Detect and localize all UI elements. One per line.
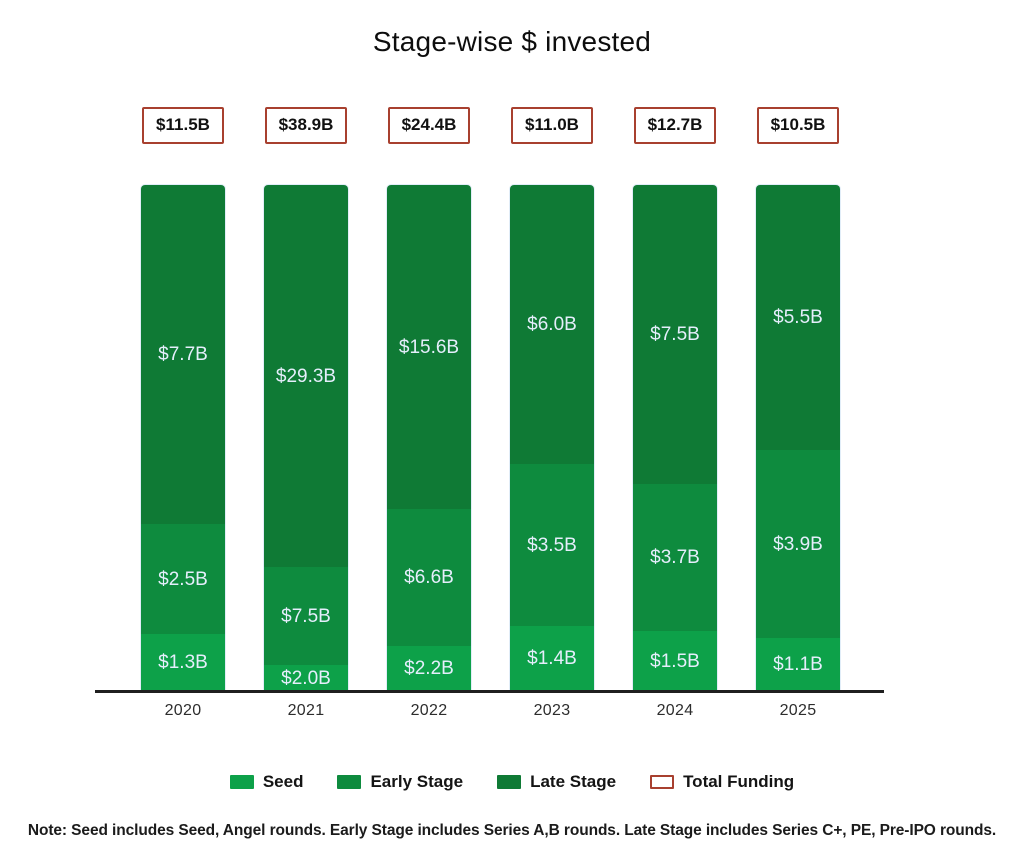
total-funding-badge-2020: $11.5B	[142, 107, 224, 144]
bar-segment-value-label: $1.3B	[158, 652, 208, 673]
legend-swatch-early_stage-icon	[337, 775, 362, 789]
bar-segment-seed-2023: $1.4B	[510, 626, 594, 691]
bar-segment-late_stage-2020: $7.7B	[141, 185, 225, 524]
chart-note: Note: Seed includes Seed, Angel rounds. …	[27, 822, 997, 839]
x-axis-label-2022: 2022	[410, 702, 448, 719]
bar-segment-early_stage-2020: $2.5B	[141, 524, 225, 634]
legend-label-total_funding: Total Funding	[683, 772, 795, 791]
bars-area: $7.7B $2.5B $1.3B $29.3B $7.5B $2.0B $15.6B $6.…	[0, 185, 1024, 691]
total-funding-slot-2022: $24.4B	[387, 107, 471, 144]
bar-segment-value-label: $7.5B	[281, 605, 331, 627]
bar-segment-value-label: $2.5B	[158, 568, 208, 590]
total-funding-row: $11.5B $38.9B $24.4B $11.0B $12.7B $10.5B	[0, 107, 1024, 147]
bar-column-2022: $15.6B $6.6B $2.2B	[387, 185, 471, 691]
bar-segment-late_stage-2022: $15.6B	[387, 185, 471, 509]
total-funding-slot-2025: $10.5B	[756, 107, 840, 144]
total-funding-slot-2023: $11.0B	[510, 107, 594, 144]
total-funding-slot-2024: $12.7B	[633, 107, 717, 144]
legend-label-seed: Seed	[262, 772, 304, 791]
bar-segment-value-label: $1.4B	[527, 648, 577, 669]
bar-segment-value-label: $3.5B	[527, 534, 577, 556]
bar-segment-late_stage-2025: $5.5B	[756, 185, 840, 450]
bar-segment-early_stage-2022: $6.6B	[387, 509, 471, 646]
x-axis-label-2021: 2021	[287, 702, 325, 719]
bar-segment-early_stage-2021: $7.5B	[264, 567, 348, 665]
bar-segment-seed-2024: $1.5B	[633, 631, 717, 691]
total-funding-badge-2025: $10.5B	[756, 107, 840, 144]
chart-title: Stage-wise $ invested	[372, 26, 652, 57]
bar-segment-seed-2022: $2.2B	[387, 646, 471, 691]
bar-segment-value-label: $5.5B	[773, 307, 823, 328]
total-funding-slot-2020: $11.5B	[141, 107, 225, 144]
bar-segment-value-label: $3.9B	[773, 533, 823, 555]
legend-label-late_stage: Late Stage	[530, 772, 617, 791]
legend-label-early_stage: Early Stage	[370, 772, 464, 791]
legend-swatch-seed-icon	[229, 775, 254, 789]
legend-swatch-total_funding-icon	[650, 775, 675, 789]
bar-segment-seed-2020: $1.3B	[141, 634, 225, 691]
bar-segment-seed-2021: $2.0B	[264, 665, 348, 691]
bar-segment-early_stage-2024: $3.7B	[633, 484, 717, 631]
x-axis-labels: 2020 2021 2022 2023 2024 2025	[0, 702, 1024, 726]
bar-segment-early_stage-2025: $3.9B	[756, 450, 840, 638]
bar-segment-early_stage-2023: $3.5B	[510, 464, 594, 626]
bar-column-2025: $5.5B $3.9B $1.1B	[756, 185, 840, 691]
bar-segment-late_stage-2023: $6.0B	[510, 185, 594, 464]
bar-segment-value-label: $15.6B	[398, 336, 460, 358]
bar-segment-value-label: $2.2B	[404, 658, 454, 679]
bar-segment-value-label: $7.7B	[158, 344, 208, 365]
bar-segment-value-label: $6.6B	[404, 567, 454, 588]
total-funding-badge-2023: $11.0B	[511, 107, 593, 144]
bar-segment-late_stage-2021: $29.3B	[264, 185, 348, 567]
bar-column-2021: $29.3B $7.5B $2.0B	[264, 185, 348, 691]
bar-segment-value-label: $29.3B	[275, 365, 337, 387]
x-axis-label-2020: 2020	[164, 702, 202, 719]
x-axis-line	[95, 690, 884, 693]
bar-segment-late_stage-2024: $7.5B	[633, 185, 717, 484]
bar-column-2023: $6.0B $3.5B $1.4B	[510, 185, 594, 691]
bar-segment-value-label: $1.5B	[650, 650, 700, 672]
bar-column-2020: $7.7B $2.5B $1.3B	[141, 185, 225, 691]
bar-segment-value-label: $7.5B	[650, 324, 700, 345]
bar-segment-value-label: $6.0B	[527, 314, 577, 335]
total-funding-badge-2021: $38.9B	[264, 107, 348, 144]
legend-item-seed: Seed	[229, 772, 304, 792]
bar-column-2024: $7.5B $3.7B $1.5B	[633, 185, 717, 691]
bar-segment-seed-2025: $1.1B	[756, 638, 840, 691]
legend-item-early_stage: Early Stage	[337, 772, 463, 792]
x-axis-label-2025: 2025	[779, 702, 817, 719]
bar-segment-value-label: $3.7B	[650, 547, 700, 568]
bar-segment-value-label: $1.1B	[773, 654, 823, 675]
total-funding-slot-2021: $38.9B	[264, 107, 348, 144]
legend-swatch-late_stage-icon	[497, 775, 522, 789]
total-funding-badge-2022: $24.4B	[387, 107, 471, 144]
total-funding-badge-2024: $12.7B	[633, 107, 717, 144]
bar-segment-value-label: $2.0B	[281, 667, 331, 689]
legend: Seed Early Stage Late Stage Total Funding	[0, 772, 1024, 792]
legend-item-total_funding: Total Funding	[650, 772, 794, 792]
legend-item-late_stage: Late Stage	[497, 772, 616, 792]
x-axis-label-2024: 2024	[656, 702, 694, 719]
x-axis-label-2023: 2023	[533, 702, 571, 719]
